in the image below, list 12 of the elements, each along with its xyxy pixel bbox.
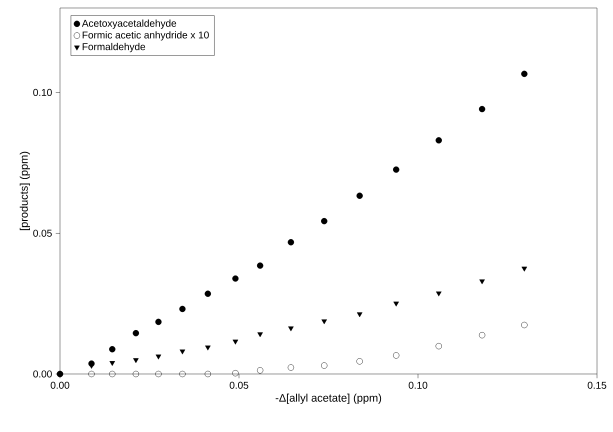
x-tick-label: 0.05 — [230, 382, 248, 389]
y-tick-label: 0.00 — [33, 370, 52, 378]
legend-label: Acetoxyacetaldehyde — [82, 20, 176, 29]
legend-label: Formic acetic anhydride x 10 — [82, 31, 209, 40]
y-axis-title: [products] (ppm) — [20, 152, 30, 230]
y-tick-label: 0.05 — [33, 230, 52, 237]
x-tick-label: 0.10 — [408, 382, 428, 389]
x-tick-label: 0.00 — [50, 382, 70, 389]
x-tick-label: 0.15 — [588, 382, 606, 389]
x-axis-title: -Δ[allyl acetate] (ppm) — [276, 394, 382, 404]
legend-label: Formaldehyde — [82, 42, 146, 52]
y-tick-label: 0.10 — [33, 88, 52, 96]
